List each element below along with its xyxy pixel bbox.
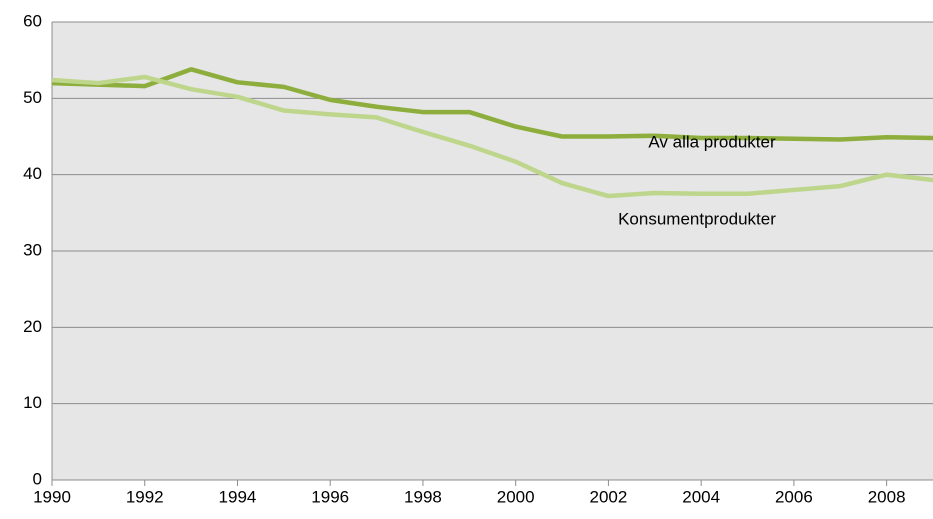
x-tick-label: 2008 [868,487,906,506]
y-tick-label: 60 [23,11,42,30]
x-tick-label: 2002 [590,487,628,506]
y-tick-label: 20 [23,317,42,336]
y-tick-label: 30 [23,240,42,259]
series-line [51,67,933,142]
x-tick-label: 2004 [682,487,720,506]
y-tick-label: 40 [23,164,42,183]
x-tick-label: 1992 [126,487,164,506]
series-line [51,74,933,199]
x-tick-label: 1998 [404,487,442,506]
x-tick-label: 1996 [311,487,349,506]
y-tick-label: 0 [33,469,42,488]
series-label: Av alla produkter [648,132,776,151]
x-tick-label: 1990 [33,487,71,506]
x-tick-label: 2000 [497,487,535,506]
series-label: Konsumentprodukter [618,209,776,228]
y-tick-label: 50 [23,88,42,107]
x-tick-label: 2006 [775,487,813,506]
y-tick-label: 10 [23,393,42,412]
x-tick-label: 1994 [219,487,257,506]
